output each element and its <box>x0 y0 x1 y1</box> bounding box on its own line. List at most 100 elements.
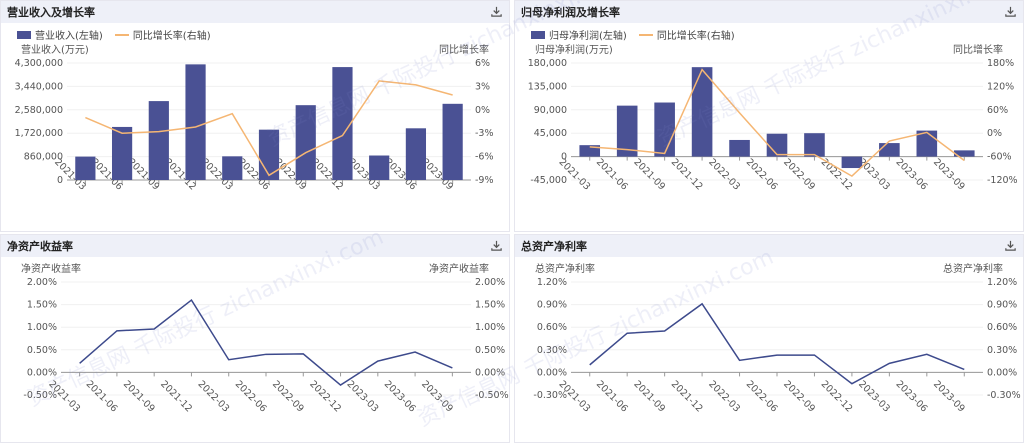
y-tick-right: 180% <box>987 58 1014 69</box>
bar <box>691 67 713 157</box>
x-tick-label: 2022-03 <box>706 379 742 415</box>
panel-header: 总资产净利率 <box>515 235 1023 257</box>
x-tick-label: 2021-06 <box>84 379 120 415</box>
bar <box>369 155 390 180</box>
download-icon[interactable] <box>490 5 503 18</box>
download-icon[interactable] <box>1004 239 1017 252</box>
net-profit-chart: 归母净利润(万元) 同比增长率 -45,000 -120% 0 -60% 45,000 0% 9… <box>528 43 1018 193</box>
ratio-line <box>589 302 965 385</box>
y-tick-left: 90,000 <box>534 105 567 116</box>
y-tick-right: -60% <box>987 152 1012 163</box>
y-tick-left: 0 <box>57 175 63 186</box>
y-axis-right-label: 净资产收益率 <box>429 262 489 275</box>
y-axis-right-label: 总资产净利率 <box>943 262 1003 275</box>
y-tick-right: 0% <box>475 105 490 116</box>
y-tick-left: 1.50% <box>27 300 57 311</box>
y-axis-left-label: 总资产净利率 <box>535 262 595 275</box>
x-tick-label: 2021-12 <box>158 379 194 415</box>
y-tick-right: 0.00% <box>475 367 505 378</box>
bar <box>579 145 601 157</box>
panel-title: 归母净利润及增长率 <box>521 6 620 19</box>
x-tick-label: 2021-09 <box>631 157 667 193</box>
roe-chart: 净资产收益率 净资产收益率 -0.50% -0.50% 0.00% 0.00% 0.50% 0… <box>21 262 509 415</box>
x-tick-label: 2022-03 <box>706 157 742 193</box>
x-tick-label: 2023-06 <box>894 379 930 415</box>
y-tick-right: 0.50% <box>475 345 505 356</box>
y-tick-left: 1,720,000 <box>15 128 63 139</box>
y-tick-left: 45,000 <box>534 128 567 139</box>
y-tick-right: 1.20% <box>987 277 1017 288</box>
y-tick-right: -0.50% <box>475 390 509 401</box>
bar <box>295 105 316 180</box>
y-tick-left: 1.20% <box>537 277 567 288</box>
bar <box>185 64 206 180</box>
ratio-line <box>79 298 453 386</box>
y-tick-right: 120% <box>987 81 1014 92</box>
revenue-chart: 营业收入(万元) 同比增长率 0 -9% 860,000 -6% 1,720,000 -3% 2… <box>15 43 494 193</box>
bar <box>222 156 243 180</box>
y-tick-left: -0.30% <box>533 390 567 401</box>
bar <box>804 133 825 157</box>
legend-line[interactable]: 同比增长率(右轴) <box>114 27 211 42</box>
bar <box>111 126 133 180</box>
legend-bar[interactable]: 营业收入(左轴) <box>17 27 103 42</box>
x-tick-label: 2023-06 <box>894 157 930 193</box>
y-tick-right: -9% <box>475 175 494 186</box>
legend-bar[interactable]: 归母净利润(左轴) <box>531 27 627 42</box>
x-tick-label: 2021-12 <box>669 379 705 415</box>
y-tick-left: 3,440,000 <box>15 81 63 92</box>
y-tick-left: 2,580,000 <box>15 105 63 116</box>
x-tick-label: 2022-12 <box>819 379 855 415</box>
y-tick-left: -45,000 <box>530 175 567 186</box>
roa-panel: 总资产净利率 总资产净利率 总资产净利率 -0.30% -0.30% 0.00% 0.00… <box>514 234 1024 443</box>
y-tick-left: 0.50% <box>27 345 57 356</box>
x-tick-label: 2023-03 <box>345 379 381 415</box>
x-tick-label: 2022-06 <box>744 157 780 193</box>
y-tick-left: 1.00% <box>27 322 57 333</box>
bar <box>879 143 900 157</box>
y-tick-right: 1.50% <box>475 300 505 311</box>
download-icon[interactable] <box>490 239 503 252</box>
y-axis-right-label: 同比增长率 <box>953 43 1003 56</box>
bar <box>148 101 169 180</box>
x-tick-label: 2022-09 <box>781 379 817 415</box>
chart-legend: 归母净利润(左轴) 同比增长率(右轴) <box>531 27 735 42</box>
y-tick-left: 0.90% <box>537 300 567 311</box>
download-icon[interactable] <box>1004 5 1017 18</box>
y-tick-right: 0.30% <box>987 345 1017 356</box>
y-tick-left: 0.00% <box>27 367 57 378</box>
y-axis-left-label: 净资产收益率 <box>21 262 81 275</box>
y-tick-left: 4,300,000 <box>15 58 63 69</box>
y-tick-left: 0.00% <box>537 367 567 378</box>
x-tick-label: 2021-12 <box>669 157 705 193</box>
y-tick-left: 0.30% <box>537 345 567 356</box>
panel-title: 营业收入及增长率 <box>7 6 95 19</box>
y-tick-right: -0.30% <box>987 390 1021 401</box>
bar <box>654 102 675 157</box>
x-tick-label: 2022-09 <box>270 379 306 415</box>
roe-panel: 净资产收益率 净资产收益率 净资产收益率 -0.50% -0.50% 0.00% 0.00… <box>0 234 510 443</box>
legend-line[interactable]: 同比增长率(右轴) <box>638 27 735 42</box>
y-tick-right: 3% <box>475 81 490 92</box>
y-axis-left-label: 归母净利润(万元) <box>535 43 613 56</box>
y-tick-right: -3% <box>475 128 494 139</box>
bar <box>75 156 96 180</box>
y-tick-right: 60% <box>987 105 1008 116</box>
bar <box>258 129 280 180</box>
chart-legend: 营业收入(左轴) 同比增长率(右轴) <box>17 27 211 42</box>
y-axis-right-label: 同比增长率 <box>439 43 489 56</box>
x-tick-label: 2023-09 <box>419 379 455 415</box>
panel-header: 净资产收益率 <box>1 235 509 257</box>
y-axis-left-label: 营业收入(万元) <box>21 43 89 56</box>
x-tick-label: 2022-12 <box>307 379 343 415</box>
x-tick-label: 2022-09 <box>781 157 817 193</box>
bar <box>405 128 427 180</box>
y-tick-left: 0 <box>561 152 567 163</box>
panel-title: 净资产收益率 <box>7 240 73 253</box>
y-tick-right: 6% <box>475 58 490 69</box>
bar <box>729 139 750 157</box>
y-tick-left: -0.50% <box>23 390 57 401</box>
y-tick-left: 2.00% <box>27 277 57 288</box>
y-tick-right: 0.90% <box>987 300 1017 311</box>
y-tick-left: 860,000 <box>24 152 63 163</box>
